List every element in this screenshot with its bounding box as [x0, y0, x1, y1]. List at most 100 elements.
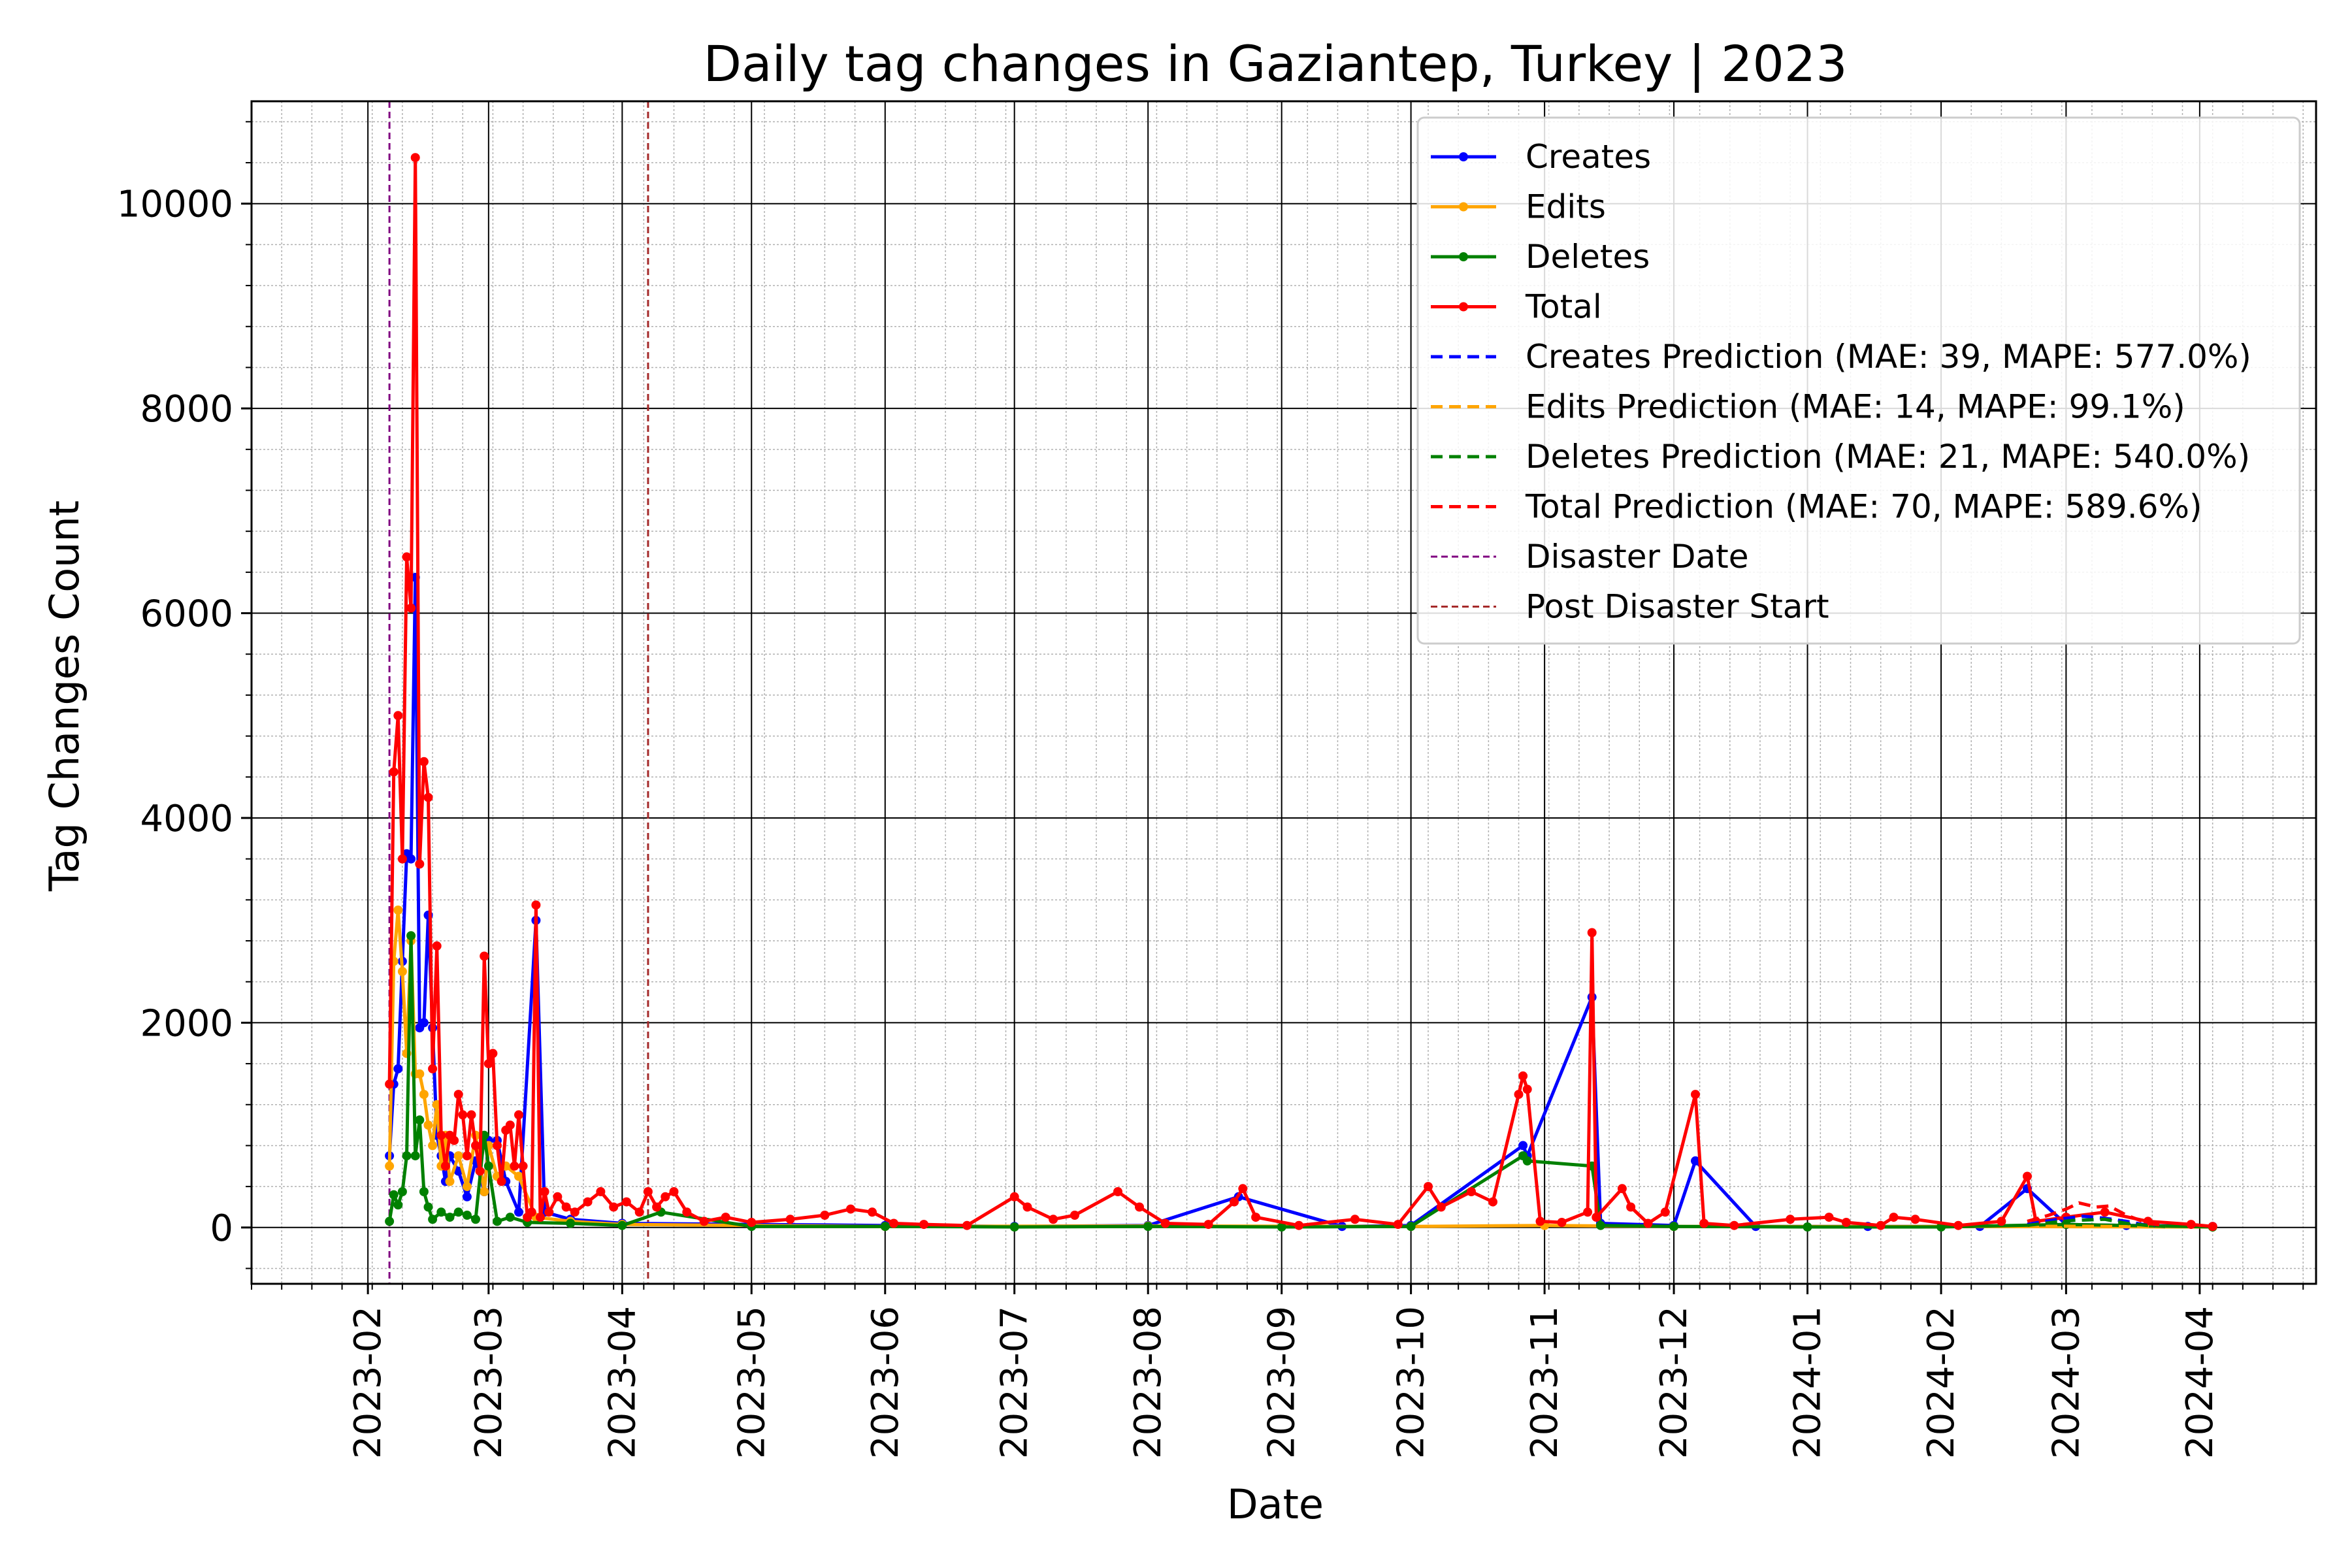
total-point	[1876, 1220, 1886, 1230]
total-point	[462, 1151, 472, 1161]
creates-point	[514, 1207, 523, 1217]
total-point	[471, 1141, 480, 1151]
total-point	[1393, 1220, 1403, 1230]
total-point	[1626, 1202, 1636, 1212]
total-point	[1910, 1215, 1920, 1224]
edits-point	[462, 1182, 472, 1192]
total-point	[480, 951, 489, 961]
edits-point	[393, 906, 403, 915]
deletes-prediction-line	[2027, 1217, 2166, 1228]
deletes-point	[1595, 1220, 1605, 1230]
total-point	[1583, 1207, 1593, 1217]
total-point	[466, 1110, 476, 1120]
x-tick-label: 2024-04	[2179, 1306, 2221, 1459]
total-point	[1699, 1218, 1709, 1228]
total-point	[531, 900, 541, 910]
total-point	[747, 1218, 757, 1227]
total-point	[410, 153, 420, 163]
x-tick-label: 2023-03	[468, 1306, 510, 1459]
deletes-point	[483, 1161, 493, 1171]
deletes-point	[428, 1215, 438, 1224]
deletes-point	[415, 1115, 425, 1125]
edits-point	[397, 967, 407, 976]
total-point	[544, 1207, 554, 1217]
total-point	[1230, 1197, 1239, 1207]
creates-point	[1691, 1156, 1700, 1166]
total-point	[1049, 1215, 1058, 1224]
creates-point	[1518, 1141, 1528, 1151]
total-point	[514, 1110, 523, 1120]
total-point	[397, 854, 407, 864]
deletes-point	[436, 1207, 446, 1217]
legend-label-post-disaster-start: Post Disaster Start	[1526, 588, 1829, 626]
deletes-point	[566, 1218, 576, 1228]
total-point	[1135, 1202, 1144, 1212]
deletes-point	[1009, 1222, 1019, 1232]
total-point	[1070, 1211, 1079, 1220]
legend-label-creates: Creates	[1526, 138, 1651, 176]
total-point	[962, 1220, 972, 1230]
deletes-point	[385, 1217, 395, 1226]
edits-point	[419, 1090, 429, 1100]
edits-point	[480, 1187, 489, 1196]
y-tick-label: 0	[210, 1207, 233, 1250]
deletes-point	[453, 1207, 463, 1217]
total-point	[389, 767, 399, 777]
total-point	[510, 1161, 519, 1171]
edits-prediction-line	[2027, 1224, 2166, 1229]
deletes-point	[617, 1220, 627, 1230]
total-point	[527, 1207, 536, 1217]
deletes-point	[423, 1202, 433, 1212]
total-point	[2100, 1207, 2110, 1217]
total-point	[2208, 1222, 2217, 1232]
total-point	[1467, 1187, 1476, 1196]
deletes-point	[393, 1200, 403, 1210]
y-tick-label: 4000	[140, 798, 233, 840]
legend-label-deletes: Deletes	[1526, 238, 1650, 276]
total-point	[497, 1177, 506, 1186]
total-point	[699, 1217, 709, 1226]
total-point	[1160, 1218, 1170, 1228]
series-layer	[385, 153, 2217, 1232]
total-point	[1592, 1213, 1601, 1222]
legend-marker-deletes	[1459, 252, 1468, 261]
edits-point	[428, 1141, 438, 1151]
total-point	[652, 1202, 662, 1212]
deletes-point	[389, 1190, 399, 1200]
y-tick-label: 8000	[140, 388, 233, 431]
deletes-point	[445, 1213, 455, 1222]
total-point	[820, 1211, 830, 1220]
deletes-point	[402, 1151, 412, 1161]
total-point	[1997, 1217, 2006, 1226]
total-point	[1424, 1182, 1433, 1192]
legend-label-edits-prediction: Edits Prediction (MAE: 14, MAPE: 99.1%)	[1526, 388, 2185, 426]
total-point	[1643, 1218, 1653, 1228]
total-point	[505, 1120, 515, 1130]
series-total	[385, 153, 2217, 1232]
deletes-point	[462, 1211, 472, 1220]
total-point	[406, 603, 416, 613]
total-point	[570, 1207, 580, 1217]
total-point	[1786, 1215, 1795, 1224]
total-point	[621, 1197, 631, 1207]
total-point	[449, 1135, 459, 1145]
total-point	[1022, 1202, 1032, 1212]
total-point	[1660, 1207, 1670, 1217]
total-prediction-line	[2027, 1201, 2166, 1228]
edits-point	[423, 1120, 433, 1130]
total-point	[721, 1213, 730, 1222]
total-point	[583, 1197, 593, 1207]
total-point	[1729, 1220, 1739, 1230]
total-point	[1203, 1220, 1213, 1230]
total-point	[1514, 1090, 1524, 1100]
creates-point	[462, 1192, 472, 1201]
total-point	[385, 1079, 395, 1089]
x-tick-label: 2023-08	[1127, 1306, 1169, 1459]
legend: Creates Edits Deletes Total Creates Predicti…	[1416, 116, 2301, 645]
legend-marker-creates	[1459, 152, 1468, 161]
axis-ticks: 2023-02 2023-03 2023-04 2023-05 2023-06 2023-…	[117, 121, 2304, 1459]
x-tick-label: 2024-01	[1787, 1306, 1829, 1459]
creates-point	[419, 1018, 429, 1028]
y-tick-label: 6000	[140, 593, 233, 636]
